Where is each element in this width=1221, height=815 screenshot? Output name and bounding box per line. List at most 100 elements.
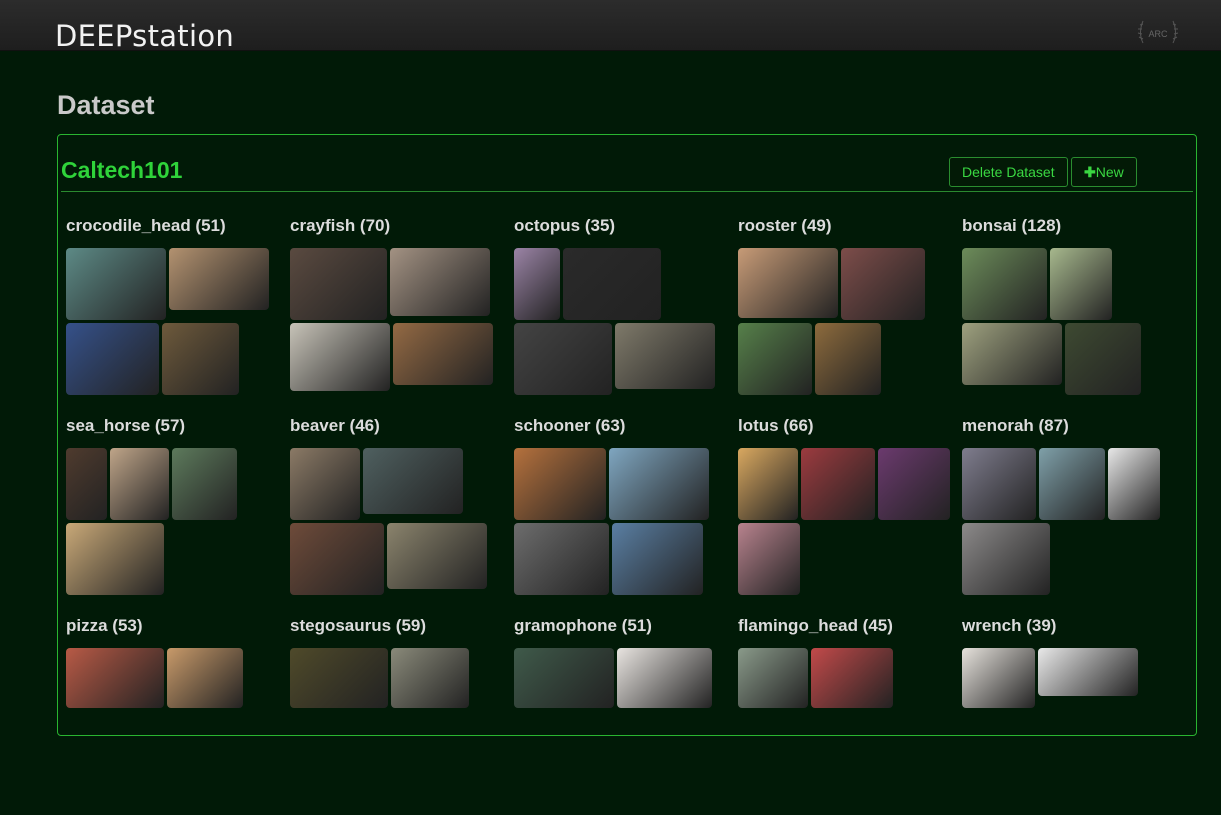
thumbnail-list [514, 448, 734, 595]
thumbnail-image[interactable] [962, 323, 1062, 385]
category-label[interactable]: flamingo_head (45) [738, 616, 893, 635]
thumbnail-image[interactable] [66, 248, 166, 320]
thumbnail-image[interactable] [1050, 248, 1112, 320]
thumbnail-image[interactable] [391, 648, 469, 708]
thumbnail-image[interactable] [514, 448, 606, 520]
thumbnail-image[interactable] [878, 448, 950, 520]
thumbnail-image[interactable] [169, 248, 269, 310]
category-label[interactable]: beaver (46) [290, 416, 380, 435]
thumbnail-list [290, 248, 510, 391]
thumbnail-list [738, 248, 958, 395]
category-card: rooster (49) [738, 215, 962, 415]
thumbnail-list [514, 648, 734, 708]
thumbnail-list [738, 448, 958, 595]
brand-title[interactable]: DEEPstation [55, 19, 235, 53]
thumbnail-list [514, 248, 734, 395]
plus-icon: ✚ [1084, 163, 1096, 180]
category-label[interactable]: rooster (49) [738, 216, 832, 235]
thumbnail-image[interactable] [1065, 323, 1141, 395]
category-card: wrench (39) [962, 615, 1186, 815]
thumbnail-image[interactable] [612, 523, 703, 595]
thumbnail-image[interactable] [617, 648, 712, 708]
category-label[interactable]: octopus (35) [514, 216, 616, 235]
category-label[interactable]: menorah (87) [962, 416, 1069, 435]
category-label[interactable]: stegosaurus (59) [290, 616, 427, 635]
category-label[interactable]: gramophone (51) [514, 616, 652, 635]
thumbnail-image[interactable] [290, 323, 390, 391]
thumbnail-image[interactable] [363, 448, 463, 514]
thumbnail-image[interactable] [1108, 448, 1160, 520]
category-label[interactable]: pizza (53) [66, 616, 143, 635]
thumbnail-image[interactable] [738, 648, 808, 708]
thumbnail-image[interactable] [290, 523, 384, 595]
thumbnail-image[interactable] [738, 448, 798, 520]
category-card: beaver (46) [290, 415, 514, 615]
thumbnail-image[interactable] [393, 323, 493, 385]
new-button[interactable]: ✚New [1071, 157, 1137, 187]
thumbnail-image[interactable] [66, 323, 159, 395]
thumbnail-image[interactable] [962, 248, 1047, 320]
thumbnail-list [66, 448, 286, 595]
category-grid: crocodile_head (51) crayfish (70) octopus … [66, 215, 1186, 815]
category-card: pizza (53) [66, 615, 290, 815]
category-card: lotus (66) [738, 415, 962, 615]
delete-dataset-button[interactable]: Delete Dataset [949, 157, 1068, 187]
thumbnail-image[interactable] [66, 523, 164, 595]
category-label[interactable]: schooner (63) [514, 416, 626, 435]
thumbnail-image[interactable] [290, 248, 387, 320]
category-card: octopus (35) [514, 215, 738, 415]
thumbnail-list [962, 648, 1182, 708]
thumbnail-image[interactable] [167, 648, 243, 708]
thumbnail-image[interactable] [172, 448, 237, 520]
thumbnail-image[interactable] [290, 648, 388, 708]
thumbnail-image[interactable] [563, 248, 661, 320]
thumbnail-image[interactable] [738, 248, 838, 318]
thumbnail-image[interactable] [811, 648, 893, 708]
thumbnail-image[interactable] [514, 523, 609, 595]
thumbnail-image[interactable] [962, 523, 1050, 595]
laurel-logo-icon: ARC [1137, 20, 1179, 44]
thumbnail-image[interactable] [609, 448, 709, 520]
thumbnail-image[interactable] [110, 448, 169, 520]
thumbnail-image[interactable] [615, 323, 715, 389]
category-label[interactable]: crocodile_head (51) [66, 216, 226, 235]
thumbnail-image[interactable] [962, 648, 1035, 708]
category-card: flamingo_head (45) [738, 615, 962, 815]
thumbnail-image[interactable] [738, 523, 800, 595]
thumbnail-image[interactable] [514, 648, 614, 708]
thumbnail-image[interactable] [66, 448, 107, 520]
category-label[interactable]: bonsai (128) [962, 216, 1062, 235]
thumbnail-image[interactable] [738, 323, 812, 395]
dataset-panel: Caltech101 Delete Dataset ✚New crocodile… [57, 134, 1197, 736]
category-card: gramophone (51) [514, 615, 738, 815]
thumbnail-image[interactable] [390, 248, 490, 316]
logo-text: ARC [1148, 29, 1168, 39]
category-card: bonsai (128) [962, 215, 1186, 415]
thumbnail-image[interactable] [387, 523, 487, 589]
thumbnail-image[interactable] [801, 448, 875, 520]
category-label[interactable]: wrench (39) [962, 616, 1057, 635]
thumbnail-list [290, 648, 510, 708]
thumbnail-image[interactable] [514, 248, 560, 320]
category-label[interactable]: crayfish (70) [290, 216, 391, 235]
thumbnail-image[interactable] [514, 323, 612, 395]
dataset-name: Caltech101 [61, 157, 183, 183]
category-label[interactable]: sea_horse (57) [66, 416, 186, 435]
thumbnail-image[interactable] [66, 648, 164, 708]
thumbnail-image[interactable] [962, 448, 1036, 520]
thumbnail-list [738, 648, 958, 708]
category-card: crayfish (70) [290, 215, 514, 415]
thumbnail-image[interactable] [1039, 448, 1105, 520]
thumbnail-image[interactable] [841, 248, 925, 320]
thumbnail-image[interactable] [290, 448, 360, 520]
category-card: crocodile_head (51) [66, 215, 290, 415]
panel-header: Caltech101 Delete Dataset ✚New [58, 135, 1196, 191]
thumbnail-list [290, 448, 510, 595]
category-card: sea_horse (57) [66, 415, 290, 615]
thumbnail-image[interactable] [1038, 648, 1138, 696]
thumbnail-image[interactable] [162, 323, 239, 395]
navbar: DEEPstation ARC [0, 0, 1221, 53]
thumbnail-image[interactable] [815, 323, 881, 395]
category-label[interactable]: lotus (66) [738, 416, 814, 435]
category-card: menorah (87) [962, 415, 1186, 615]
